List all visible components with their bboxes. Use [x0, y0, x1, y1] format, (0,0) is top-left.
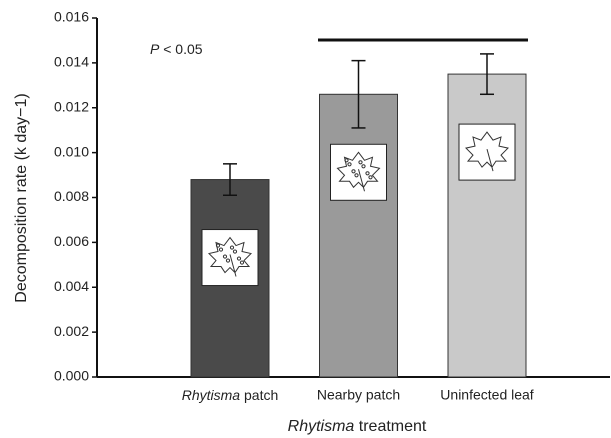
chart: P < 0.05 Rhytisma treatment Decompositio… [0, 0, 611, 438]
y-axis-label: Decomposition rate (k day−1) [13, 93, 30, 302]
y-tick-label: 0.000 [54, 368, 89, 384]
x-tick-label: Nearby patch [317, 387, 400, 403]
y-tick-label: 0.010 [54, 143, 89, 159]
y-tick-label: 0.002 [54, 323, 89, 339]
y-tick-label: 0.014 [54, 54, 89, 70]
bar [448, 74, 526, 377]
annotation: P < 0.05 [150, 41, 203, 57]
x-axis-label: Rhytisma treatment [288, 418, 427, 435]
y-tick-label: 0.016 [54, 9, 89, 25]
y-tick-label: 0.004 [54, 278, 89, 294]
y-tick-label: 0.008 [54, 188, 89, 204]
y-tick-label: 0.012 [54, 98, 89, 114]
x-tick-label: Rhytisma patch [182, 387, 279, 403]
bar [320, 94, 398, 377]
x-tick-label: Uninfected leaf [440, 387, 534, 403]
y-tick-label: 0.006 [54, 233, 89, 249]
